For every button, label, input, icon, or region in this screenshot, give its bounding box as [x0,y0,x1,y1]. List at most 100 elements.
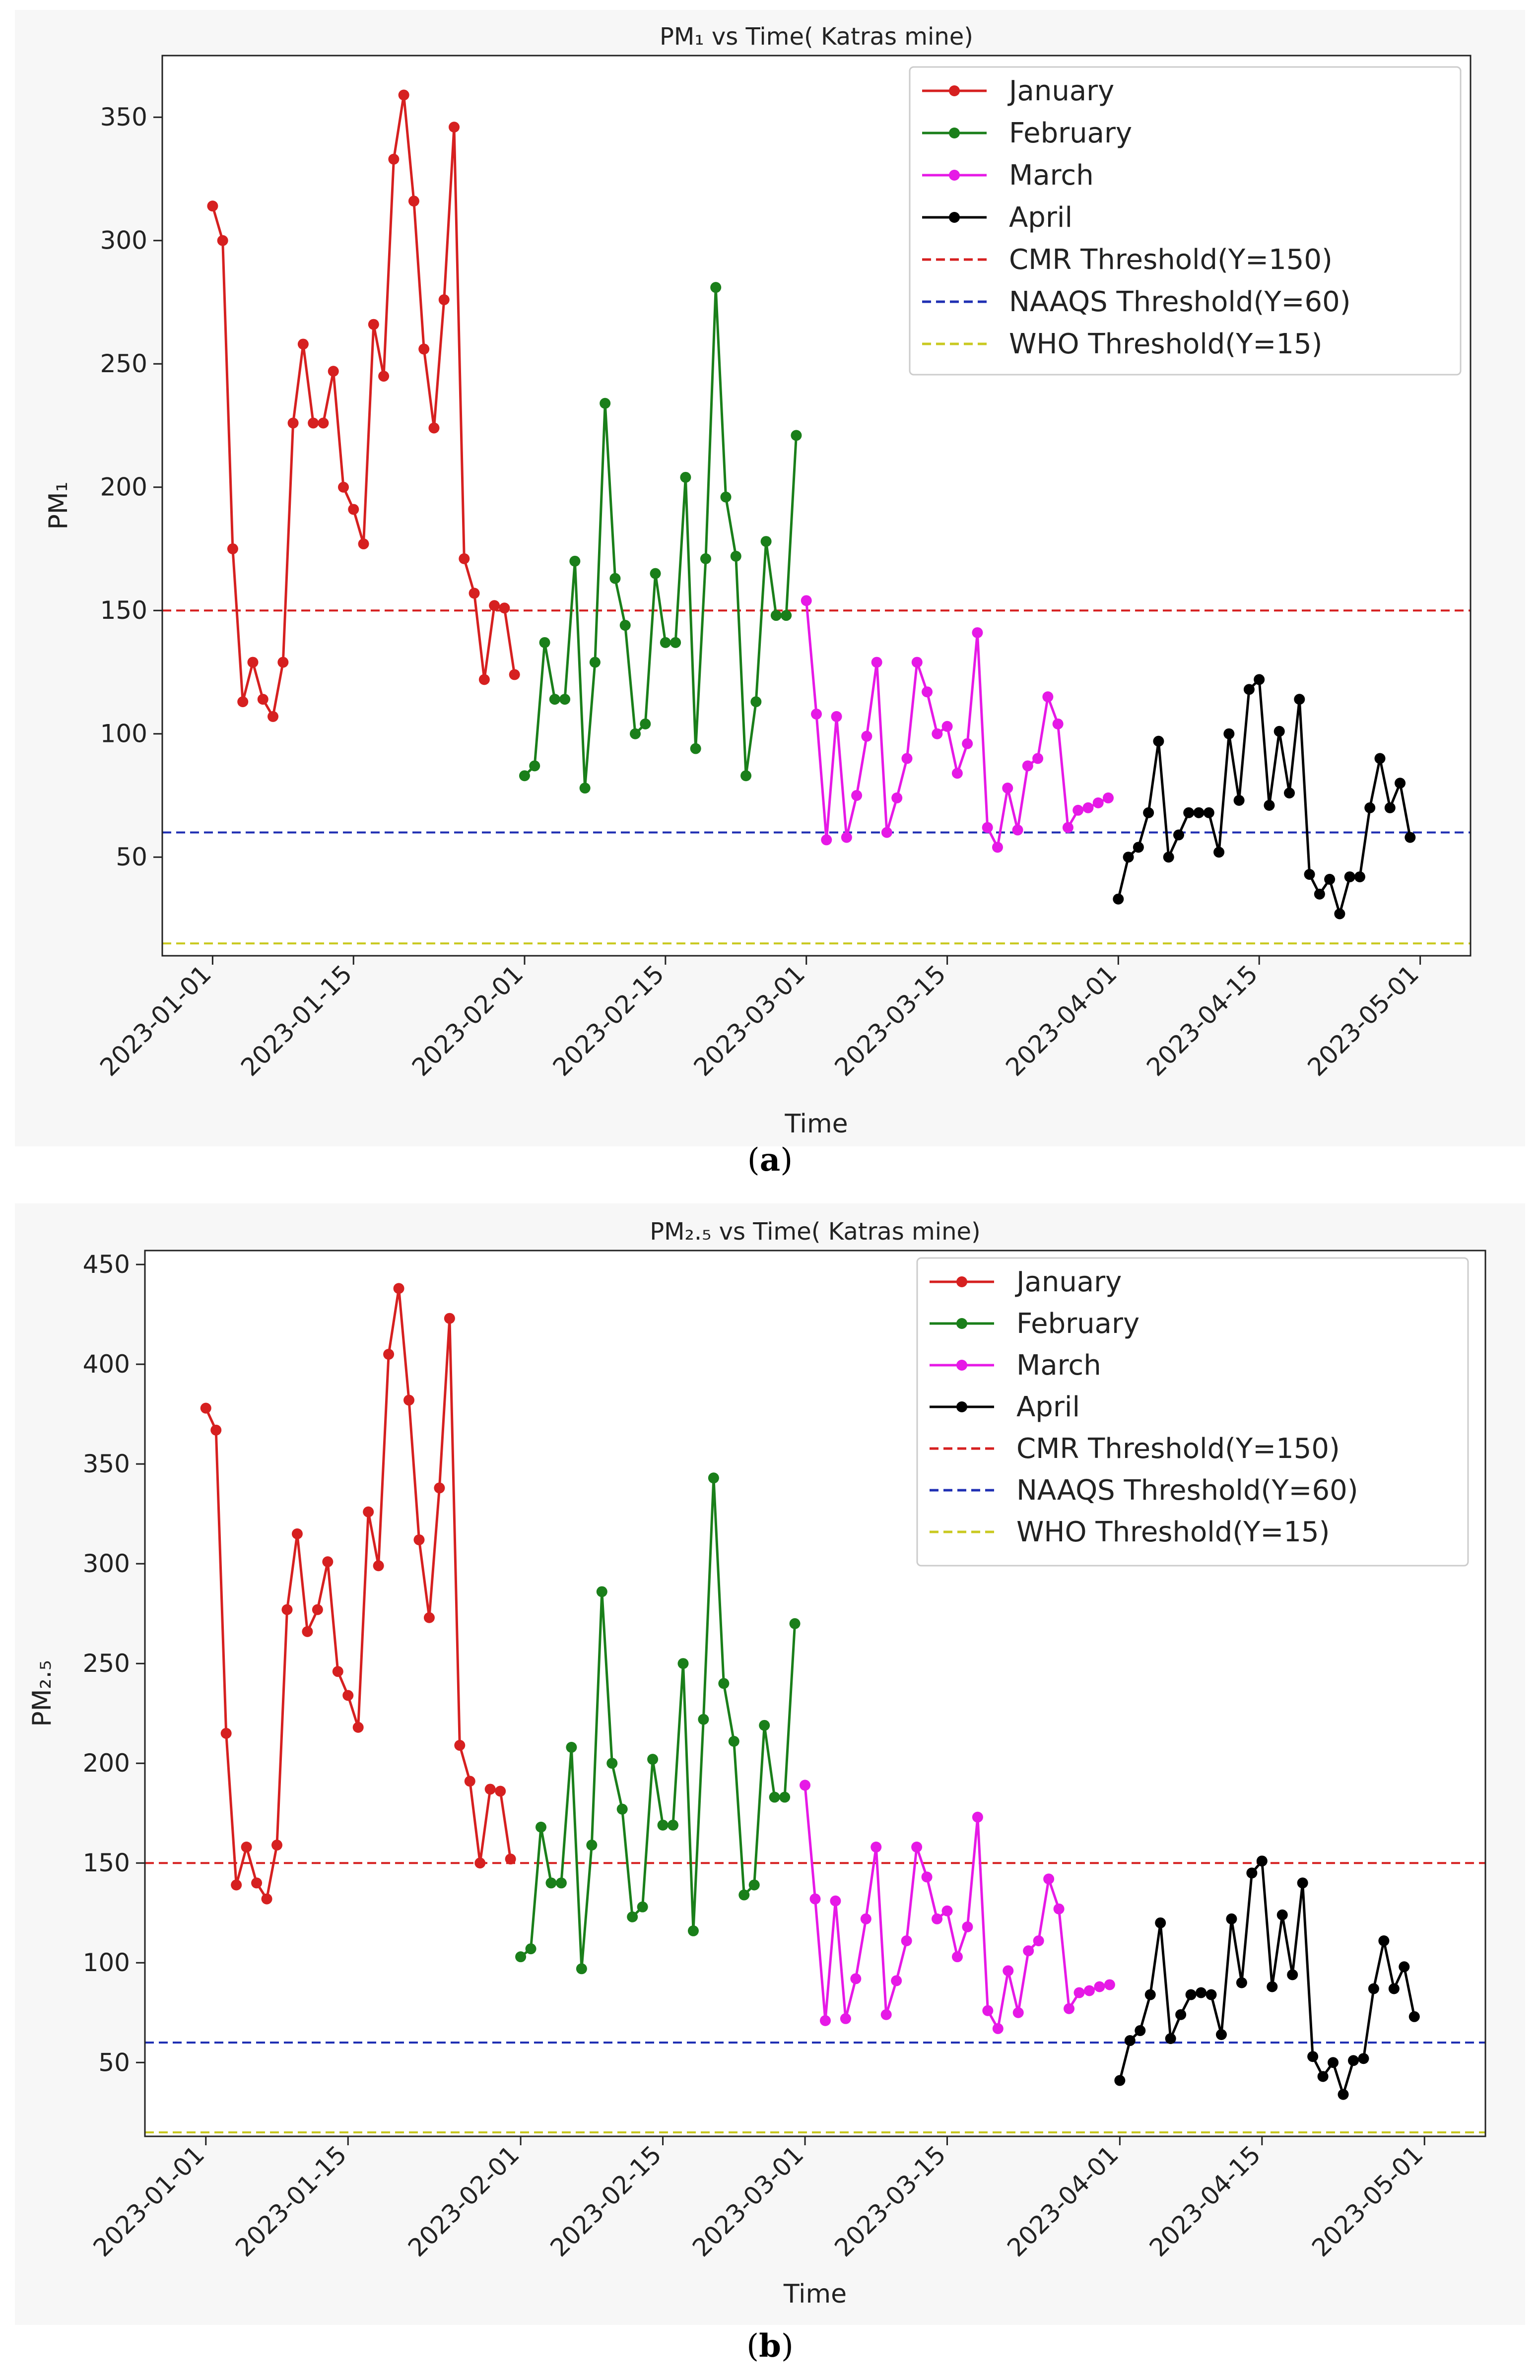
chart1-point-january-4 [231,1879,242,1891]
chart1-point-january-23 [423,1612,435,1623]
chart1-legend-label-april: April [1016,1391,1080,1423]
chart0-point-january-2 [217,235,228,246]
chart1-point-january-20 [393,1283,404,1294]
chart1-point-april-22 [1328,2057,1339,2068]
chart1-point-february-18 [687,1925,699,1936]
chart1-point-february-11 [616,1803,628,1815]
chart0-point-april-6 [1163,852,1174,863]
chart0-point-february-25 [760,536,772,547]
chart0-point-january-6 [257,694,268,705]
chart1-point-january-24 [434,1482,445,1494]
chart1-point-march-9 [880,2009,892,2020]
chart1-ytick-label-400: 400 [83,1350,130,1379]
chart1-point-january-10 [291,1528,303,1539]
chart0-point-february-11 [619,620,631,631]
chart1-point-march-17 [962,1921,973,1932]
chart1-point-april-28 [1388,1983,1400,1994]
chart0-point-march-16 [951,768,963,779]
chart0-point-march-9 [881,827,892,838]
chart1-xtick-label-2023-04-01: 2023-04-01 [1002,2140,1124,2262]
chart1-point-january-1 [200,1402,211,1414]
chart0-point-february-14 [650,568,661,579]
chart0-point-january-10 [297,338,309,350]
chart1-point-january-19 [383,1349,395,1360]
chart1-legend-label-january: January [1015,1266,1122,1298]
pm1-chart: PM₁ vs Time( Katras mine) 50 100 150 200 250 3… [44,23,1472,1139]
chart1-point-march-30 [1094,1981,1105,1992]
chart0-point-february-13 [640,718,651,729]
chart1-point-march-16 [951,1951,963,1963]
chart0-point-january-22 [418,343,430,355]
chart0-legend-label-cmr: CMR Threshold(Y=150) [1009,244,1333,276]
caption-a: (a) [747,1141,793,1179]
chart0-point-april-8 [1183,807,1195,818]
chart0-point-february-4 [549,694,560,705]
chart1-legend-marker-march [956,1360,967,1371]
chart1-point-january-29 [484,1784,496,1795]
chart0-point-march-14 [932,728,943,739]
chart0-point-february-15 [660,637,671,648]
chart0-xtick-label-2023-01-15: 2023-01-15 [235,959,357,1081]
chart0-point-april-22 [1324,873,1336,885]
chart0-xtick-label-2023-05-01: 2023-05-01 [1302,959,1424,1081]
chart1-point-january-26 [454,1740,466,1751]
chart0-point-april-21 [1314,888,1325,900]
chart0-point-march-18 [972,627,983,638]
chart1-legend-label-cmr: CMR Threshold(Y=150) [1016,1433,1340,1465]
chart0-point-february-2 [529,760,540,772]
chart0-point-april-9 [1193,807,1205,818]
chart0-point-february-6 [569,555,581,567]
chart1-point-january-5 [241,1842,252,1853]
caption-b: (b) [746,2327,794,2365]
chart0-point-march-15 [941,721,953,732]
chart1-point-january-21 [403,1394,415,1406]
chart0-point-february-3 [539,637,550,648]
chart1-point-april-18 [1287,1969,1298,1981]
chart1-point-february-17 [677,1658,689,1669]
chart1-point-march-20 [992,2023,1004,2034]
chart1-point-march-8 [870,1842,882,1853]
chart1-point-april-26 [1368,1983,1379,1994]
chart0-point-march-6 [851,790,863,801]
chart0-point-april-23 [1334,908,1345,920]
chart0-point-january-12 [318,417,329,429]
chart0-point-january-29 [489,600,500,611]
chart0-point-february-27 [781,610,792,621]
chart0-point-march-30 [1092,797,1104,808]
chart0-ytick-label-100: 100 [100,720,147,748]
pm25-chart: PM₂.₅ vs Time( Katras mine) 50 100 150 200 25… [27,1218,1486,2309]
chart0-xlabel: Time [784,1109,848,1139]
chart1-point-february-23 [738,1889,750,1901]
chart1-xtick-label-2023-03-01: 2023-03-01 [687,2140,809,2262]
chart1-point-january-3 [220,1727,232,1739]
chart1-point-january-16 [352,1721,364,1733]
chart1-point-february-10 [606,1758,618,1769]
chart0-ytick-label-200: 200 [100,473,147,502]
chart0-point-march-3 [821,834,832,846]
chart1-point-february-16 [668,1819,679,1831]
chart1-legend-marker-february [956,1318,967,1329]
chart0-point-january-28 [478,674,490,685]
chart0-xtick-label-2023-03-01: 2023-03-01 [688,959,810,1081]
chart1-ytick-label-200: 200 [83,1749,130,1778]
chart0-point-april-7 [1173,829,1184,841]
chart1-point-february-22 [728,1735,739,1747]
chart1-point-march-14 [932,1913,943,1924]
chart0-point-march-29 [1082,802,1094,813]
chart0-ytick-label-300: 300 [100,226,147,255]
chart0-point-april-4 [1143,807,1154,818]
chart0-series-line-april [1117,678,1411,915]
chart1-point-february-4 [545,1877,557,1889]
chart1-title: PM₂.₅ vs Time( Katras mine) [650,1218,981,1246]
chart1-xtick-label-2023-05-01: 2023-05-01 [1306,2140,1428,2262]
chart1-ytick-label-450: 450 [83,1250,130,1279]
chart0-point-january-27 [469,588,480,599]
chart0-point-march-23 [1022,760,1033,772]
chart1-series-line-april [1118,1859,1416,2096]
chart1-point-january-12 [312,1604,323,1615]
chart0-point-april-10 [1203,807,1214,818]
chart1-series-line-february [520,1476,797,1970]
chart1-point-february-14 [647,1754,659,1765]
chart1-point-april-10 [1205,1989,1217,2000]
chart0-point-january-24 [438,294,450,306]
